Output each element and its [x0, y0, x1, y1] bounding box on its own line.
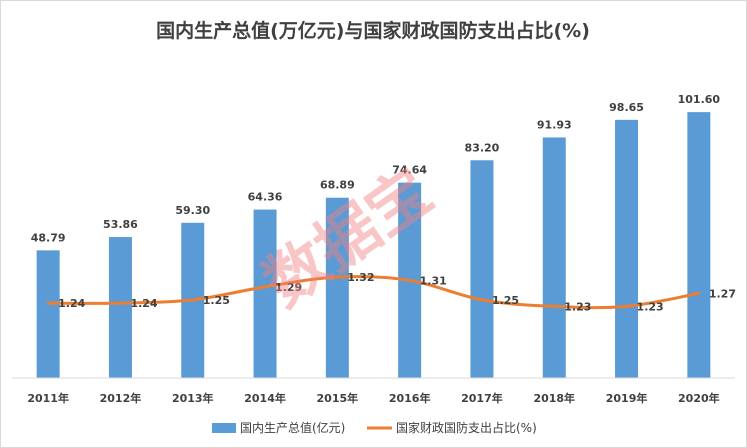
line-data-label: 1.23	[564, 300, 591, 313]
line-point	[480, 298, 484, 302]
line-data-label: 1.29	[275, 281, 302, 294]
legend-bar-label: 国内生产总值(亿元)	[240, 420, 345, 435]
bar-2017年	[470, 160, 494, 378]
legend: 国内生产总值(亿元) 国家财政国防支出占比(%)	[212, 420, 537, 435]
x-tick-label: 2011年	[27, 391, 69, 405]
x-tick-label: 2012年	[100, 391, 142, 405]
x-tick-label: 2017年	[461, 391, 503, 405]
line-point	[191, 298, 195, 302]
line-point	[552, 304, 556, 308]
line-point	[408, 278, 412, 282]
bar-data-label: 98.65	[609, 101, 644, 114]
line-data-label: 1.24	[130, 297, 157, 310]
x-tick-label: 2016年	[389, 391, 431, 405]
line-point	[697, 291, 701, 295]
bar-data-label: 91.93	[537, 118, 572, 131]
bar-data-label: 64.36	[248, 191, 283, 204]
line-data-label: 1.32	[347, 271, 374, 284]
bar-data-label: 68.89	[320, 179, 355, 192]
bar-2018年	[542, 137, 566, 378]
x-tick-label: 2020年	[678, 391, 720, 405]
chart-title: 国内生产总值(万亿元)与国家财政国防支出占比(%)	[156, 19, 590, 42]
x-tick-label: 2014年	[244, 391, 286, 405]
legend-line-label: 国家财政国防支出占比(%)	[396, 420, 537, 435]
line-data-label: 1.25	[203, 294, 230, 307]
bar-data-label: 53.86	[103, 218, 138, 231]
line-data-label: 1.23	[637, 300, 664, 313]
line-series	[48, 275, 700, 310]
line-data-label: 1.27	[709, 287, 736, 300]
bar-2015年	[325, 197, 349, 378]
x-tick-label: 2013年	[172, 391, 214, 405]
line-point	[118, 301, 122, 305]
legend-bar-swatch	[212, 423, 236, 433]
bar-data-label: 83.20	[465, 141, 500, 154]
bar-data-label: 74.64	[392, 164, 427, 177]
x-tick-label: 2015年	[317, 391, 359, 405]
bar-data-label: 48.79	[31, 231, 66, 244]
bar-2020年	[687, 112, 711, 378]
line-data-label: 1.25	[492, 294, 519, 307]
x-tick-label: 2019年	[606, 391, 648, 405]
line-point	[335, 275, 339, 279]
bar-2014年	[253, 209, 277, 378]
x-tick-label: 2018年	[533, 391, 575, 405]
line-data-label: 1.24	[58, 297, 85, 310]
line-point	[46, 301, 50, 305]
bar-data-label: 59.30	[175, 204, 210, 217]
line-point	[263, 285, 267, 289]
line-data-label: 1.31	[420, 274, 447, 287]
bar-data-label: 101.60	[678, 93, 721, 106]
bar-2019年	[615, 119, 639, 378]
line-point	[625, 304, 629, 308]
bar-2011年	[36, 250, 60, 378]
bar-2012年	[108, 237, 132, 378]
